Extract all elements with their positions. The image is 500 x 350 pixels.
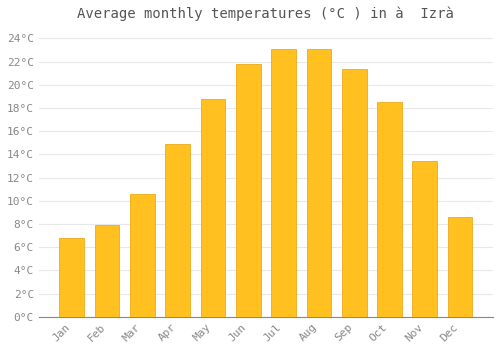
Bar <box>342 69 366 317</box>
Bar <box>130 194 155 317</box>
Bar <box>377 102 402 317</box>
Bar <box>200 99 226 317</box>
Bar <box>306 49 331 317</box>
Bar <box>271 49 296 317</box>
Bar <box>412 161 437 317</box>
Bar <box>236 64 260 317</box>
Bar <box>448 217 472 317</box>
Bar <box>60 238 84 317</box>
Title: Average monthly temperatures (°C ) in à  Izrà: Average monthly temperatures (°C ) in à … <box>78 7 454 21</box>
Bar <box>166 144 190 317</box>
Bar <box>94 225 120 317</box>
